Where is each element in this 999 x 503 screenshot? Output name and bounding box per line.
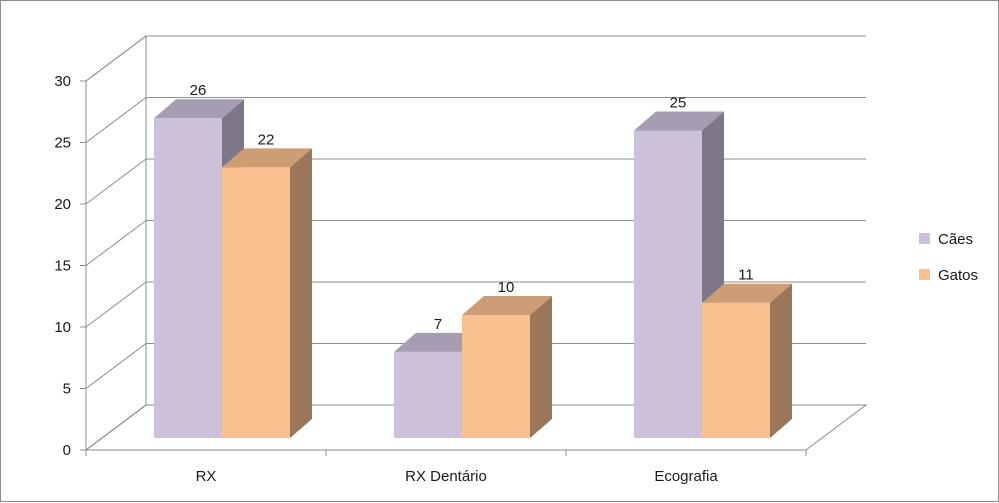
legend-label: Cães	[938, 231, 973, 248]
bars	[154, 99, 792, 438]
data-label: 11	[738, 267, 754, 284]
category-label: RX	[196, 468, 217, 485]
bar-front	[634, 130, 702, 438]
bar-front	[154, 118, 222, 438]
bar-side	[290, 148, 312, 438]
y-tick-label: 0	[63, 442, 71, 459]
gridline-diagonal	[85, 35, 147, 82]
axes	[85, 81, 807, 456]
y-tick-label: 30	[54, 73, 71, 90]
gridline-diagonal	[85, 158, 147, 205]
y-tick-labels: 0 5 10 15 20 25 30	[54, 73, 71, 459]
bar-front	[702, 302, 770, 438]
bar-top	[702, 283, 792, 303]
data-label: 7	[434, 316, 442, 333]
bar-top	[154, 99, 244, 119]
gridline-diagonal	[85, 220, 147, 266]
y-tick-label: 10	[54, 319, 71, 336]
y-tick-label: 5	[63, 381, 71, 398]
data-label: 25	[670, 95, 687, 112]
legend-label: Gatos	[938, 267, 978, 284]
y-tick-label: 20	[54, 196, 71, 213]
category-label: RX Dentário	[405, 468, 487, 485]
legend-swatch	[919, 233, 930, 244]
legend-swatch	[919, 269, 930, 280]
gridline-diagonal	[85, 343, 147, 389]
bar-gatos-2	[462, 296, 552, 438]
category-label: Ecografia	[654, 468, 718, 485]
data-label: 10	[498, 279, 515, 296]
data-label: 26	[190, 82, 207, 99]
bar-gatos-3	[702, 283, 792, 438]
category-labels: RX RX Dentário Ecografia	[196, 468, 719, 485]
bar-gatos-1	[222, 148, 312, 438]
y-tick-label: 15	[54, 258, 71, 275]
bar-top	[394, 332, 484, 352]
bar-top	[222, 148, 312, 168]
data-label: 22	[258, 131, 275, 148]
bar-front	[394, 351, 462, 438]
legend: Cães Gatos	[919, 231, 978, 284]
bar-front	[222, 167, 290, 438]
gridline-diagonal	[85, 404, 147, 451]
bar-side	[770, 283, 792, 438]
bar-top	[634, 111, 724, 131]
bar-top	[462, 296, 552, 315]
gridline-diagonal	[85, 97, 147, 143]
bar-side	[530, 296, 552, 438]
data-labels: 26 22 7 10 25 11	[190, 82, 754, 333]
y-tick-label: 25	[54, 135, 71, 152]
gridline-diagonal	[85, 281, 147, 328]
bar-front	[462, 315, 530, 438]
